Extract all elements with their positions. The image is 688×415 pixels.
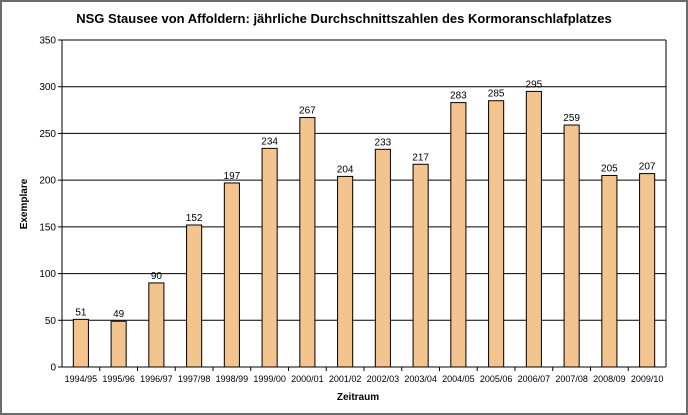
data-labels: 51 49 90 152 197 234 267 204 233 217 283 285 295 259 2… [75,79,656,320]
x-tick-label: 2000/01 [291,374,324,384]
bar [450,102,467,368]
x-tick-label: 2007/08 [555,374,588,384]
data-label: 207 [639,162,656,173]
bar [639,173,656,368]
gridlines [62,39,666,321]
bar [488,100,505,368]
x-tick-label: 2004/05 [442,374,475,384]
x-tick-label: 2008/09 [593,374,626,384]
bar [525,90,542,368]
bar [374,148,391,368]
bar [299,117,316,368]
y-tick-label: 200 [39,176,56,187]
bar [148,282,165,368]
bars [72,90,656,368]
bar [186,224,203,368]
data-label: 90 [151,271,163,282]
data-label: 234 [261,136,278,147]
x-tick-label: 1994/95 [65,374,98,384]
data-label: 295 [526,79,543,90]
data-label: 285 [488,89,505,100]
data-label: 152 [186,213,203,224]
y-tick-label: 150 [39,222,56,233]
y-tick-label: 300 [39,82,56,93]
x-tick-label: 2006/07 [518,374,551,384]
data-label: 217 [412,152,429,163]
bar [601,174,618,368]
y-tick-label: 0 [50,363,56,374]
x-axis-title: Zeitraum [337,392,379,403]
x-tick-label: 1997/98 [178,374,211,384]
data-label: 267 [299,106,316,117]
data-label: 197 [224,171,241,182]
bar [110,320,127,368]
bar [72,318,89,368]
x-tick-label: 2002/03 [367,374,400,384]
bar [261,147,278,368]
data-label: 204 [337,164,354,175]
y-axis-title: Exemplare [19,178,30,229]
x-tick-label: 1996/97 [140,374,173,384]
bar [337,175,354,368]
x-tick-label: 2001/02 [329,374,362,384]
x-tick-label: 1998/99 [216,374,249,384]
y-tick-label: 50 [45,316,57,327]
x-tick-label: 1999/00 [253,374,286,384]
bar [223,182,240,368]
x-tick-label: 1995/96 [102,374,135,384]
axes: 0 50 100 150 200 250 300 350 1994/95 1995/96 1996/… [39,36,667,384]
y-tick-label: 100 [39,269,56,280]
bar [412,163,429,368]
y-tick-label: 350 [39,36,56,47]
data-label: 205 [601,163,618,174]
chart-title: NSG Stausee von Affoldern: jährliche Dur… [76,11,612,26]
bar [563,124,580,368]
data-label: 233 [375,137,392,148]
y-tick-label: 250 [39,129,56,140]
data-label: 51 [75,307,87,318]
x-tick-label: 2005/06 [480,374,513,384]
data-label: 49 [113,309,125,320]
x-tick-label: 2009/10 [631,374,664,384]
data-label: 283 [450,91,467,102]
x-tick-label: 2003/04 [404,374,437,384]
data-label: 259 [563,113,580,124]
